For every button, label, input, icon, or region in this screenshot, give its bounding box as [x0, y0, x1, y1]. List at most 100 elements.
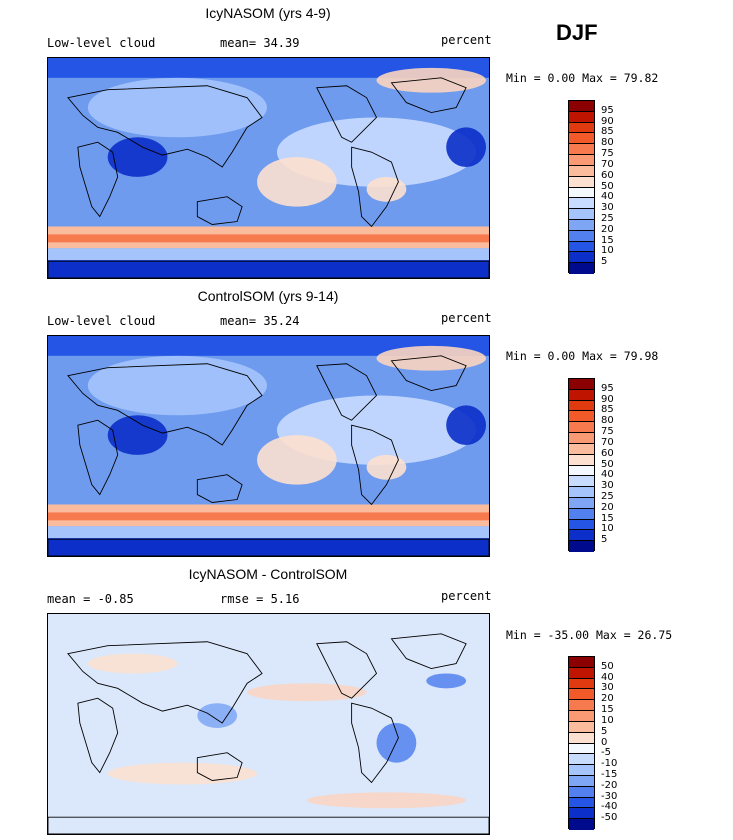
colorbar-swatch — [569, 263, 594, 274]
colorbar-label: -5 — [601, 747, 611, 759]
panel-1-minmax: Min = 0.00 Max = 79.82 — [506, 71, 659, 85]
colorbar-label: 85 — [601, 126, 614, 138]
colorbar-swatch — [569, 797, 594, 809]
colorbar-label: 15 — [601, 234, 614, 246]
colorbar-swatch — [569, 155, 594, 166]
colorbar-swatch — [569, 198, 594, 210]
colorbar-swatch — [569, 700, 594, 712]
panel-3-units: percent — [441, 589, 492, 603]
colorbar-swatch — [569, 765, 594, 776]
colorbar-label: 60 — [601, 447, 614, 459]
panel-2-map — [47, 335, 490, 557]
colorbar-swatch — [569, 389, 594, 401]
colorbar-label: 10 — [601, 714, 614, 726]
panel-1-left-label: Low-level cloud — [47, 36, 156, 50]
colorbar-label: -30 — [601, 790, 618, 802]
colorbar-swatch — [569, 252, 594, 264]
panel-1-mean: mean= 34.39 — [220, 36, 300, 50]
panel-1-colorbar — [568, 100, 595, 274]
colorbar-label: 5 — [601, 534, 608, 546]
colorbar-label: -15 — [601, 768, 618, 780]
colorbar-label: 30 — [601, 202, 614, 214]
panel-3-title: IcyNASOM - ControlSOM — [188, 566, 348, 582]
colorbar-label: 80 — [601, 137, 614, 149]
colorbar-label: 40 — [601, 191, 614, 203]
colorbar-swatch — [569, 667, 594, 679]
colorbar-label: -40 — [601, 801, 618, 813]
colorbar-label: 10 — [601, 523, 614, 535]
colorbar-swatch — [569, 721, 594, 733]
map-field — [48, 58, 489, 278]
colorbar-swatch — [569, 819, 594, 830]
colorbar-swatch — [569, 165, 594, 177]
colorbar-swatch — [569, 786, 594, 798]
colorbar-swatch — [569, 657, 594, 668]
panel-2-minmax: Min = 0.00 Max = 79.98 — [506, 349, 659, 363]
panel-2-left-label: Low-level cloud — [47, 314, 156, 328]
colorbar-label: 25 — [601, 212, 614, 224]
colorbar-label: 15 — [601, 704, 614, 716]
colorbar-swatch — [569, 111, 594, 123]
colorbar-label: 20 — [601, 223, 614, 235]
panel-2-mean: mean= 35.24 — [220, 314, 300, 328]
season-label: DJF — [556, 20, 598, 45]
colorbar-label: -50 — [601, 812, 618, 824]
colorbar-label: 75 — [601, 148, 614, 160]
colorbar-label: 20 — [601, 693, 614, 705]
colorbar-swatch — [569, 144, 594, 156]
colorbar-swatch — [569, 508, 594, 520]
colorbar-swatch — [569, 133, 594, 145]
colorbar-swatch — [569, 230, 594, 242]
colorbar-swatch — [569, 219, 594, 231]
colorbar-label: 90 — [601, 115, 614, 127]
colorbar-swatch — [569, 754, 594, 766]
colorbar-swatch — [569, 530, 594, 542]
colorbar-label: -20 — [601, 779, 618, 791]
colorbar-label: 20 — [601, 501, 614, 513]
colorbar-swatch — [569, 422, 594, 434]
colorbar-swatch — [569, 519, 594, 531]
colorbar-label: -10 — [601, 758, 618, 770]
colorbar-label: 50 — [601, 660, 614, 672]
colorbar-label: 80 — [601, 415, 614, 427]
panel-1-title: IcyNASOM (yrs 4-9) — [205, 5, 331, 21]
colorbar-swatch — [569, 743, 594, 755]
colorbar-swatch — [569, 176, 594, 188]
panel-3-map — [47, 613, 490, 835]
colorbar-label: 85 — [601, 404, 614, 416]
colorbar-swatch — [569, 678, 594, 690]
panel-2-title: ControlSOM (yrs 9-14) — [197, 288, 339, 304]
colorbar-swatch — [569, 541, 594, 552]
colorbar-label: 25 — [601, 490, 614, 502]
colorbar-swatch — [569, 487, 594, 498]
colorbar-swatch — [569, 476, 594, 488]
colorbar-swatch — [569, 689, 594, 701]
colorbar-label: 40 — [601, 671, 614, 683]
colorbar-label: 40 — [601, 469, 614, 481]
colorbar-label: 15 — [601, 512, 614, 524]
colorbar-label: 30 — [601, 480, 614, 492]
map-field — [48, 336, 489, 556]
colorbar-swatch — [569, 497, 594, 509]
colorbar-label: 60 — [601, 169, 614, 181]
colorbar-swatch — [569, 241, 594, 253]
panel-3-minmax: Min = -35.00 Max = 26.75 — [506, 628, 673, 642]
panel-3-left-label: mean = -0.85 — [47, 592, 134, 606]
colorbar-swatch — [569, 209, 594, 220]
colorbar-swatch — [569, 379, 594, 390]
colorbar-label: 50 — [601, 458, 614, 470]
colorbar-swatch — [569, 187, 594, 199]
colorbar-swatch — [569, 732, 594, 744]
colorbar-swatch — [569, 711, 594, 722]
colorbar-label: 70 — [601, 436, 614, 448]
colorbar-swatch — [569, 411, 594, 423]
colorbar-swatch — [569, 465, 594, 477]
colorbar-label: 10 — [601, 245, 614, 257]
colorbar-swatch — [569, 433, 594, 444]
colorbar-swatch — [569, 400, 594, 412]
map-field — [48, 614, 489, 834]
colorbar-label: 5 — [601, 725, 608, 737]
colorbar-label: 70 — [601, 158, 614, 170]
panel-1-units: percent — [441, 33, 492, 47]
colorbar-swatch — [569, 101, 594, 112]
